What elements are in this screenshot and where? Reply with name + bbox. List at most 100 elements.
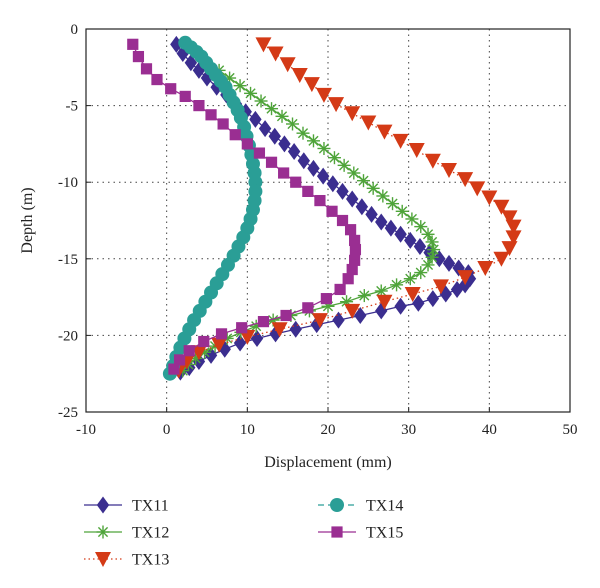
data-point-tx12 — [337, 158, 351, 172]
data-point-tx11 — [332, 311, 345, 329]
legend-marker — [96, 525, 110, 539]
data-point-tx15 — [127, 38, 139, 50]
data-point-tx13 — [271, 322, 288, 338]
data-point-tx13 — [432, 279, 449, 295]
data-point-tx11 — [249, 110, 262, 128]
data-point-tx11 — [233, 334, 247, 352]
data-point-tx11 — [355, 198, 369, 216]
data-point-tx15 — [253, 147, 266, 159]
x-tick-label: 40 — [482, 422, 497, 438]
data-point-tx13 — [279, 57, 296, 73]
data-point-tx15 — [314, 194, 326, 207]
data-point-tx13 — [344, 303, 361, 319]
series-tx13 — [170, 37, 522, 379]
data-point-tx15 — [349, 234, 361, 247]
data-point-tx11 — [365, 205, 378, 223]
data-point-tx12 — [265, 102, 279, 116]
data-point-tx13 — [315, 87, 332, 103]
legend-marker — [96, 496, 110, 514]
data-point-tx12 — [254, 94, 268, 108]
data-point-tx15 — [205, 109, 217, 121]
data-point-tx12 — [347, 166, 361, 180]
data-point-tx13 — [360, 115, 377, 131]
data-point-tx11 — [184, 54, 198, 72]
data-point-tx12 — [317, 141, 331, 155]
data-point-tx13 — [291, 67, 308, 83]
data-point-tx11 — [413, 238, 427, 256]
data-point-tx13 — [408, 143, 425, 159]
y-tick-label: 0 — [71, 22, 79, 38]
data-point-tx12 — [425, 235, 439, 249]
data-point-tx15 — [326, 205, 338, 217]
data-point-tx11 — [404, 231, 417, 249]
data-point-tx12 — [306, 134, 320, 148]
data-point-tx13 — [344, 106, 361, 122]
legend-label: TX15 — [366, 525, 403, 542]
data-point-tx15 — [320, 293, 332, 305]
data-point-tx13 — [457, 270, 474, 286]
data-point-tx15 — [278, 167, 290, 179]
data-point-tx12 — [275, 109, 289, 123]
grid — [86, 29, 570, 412]
data-point-tx13 — [457, 172, 474, 188]
data-point-tx13 — [255, 37, 272, 53]
data-point-tx15 — [302, 185, 314, 197]
data-point-tx11 — [200, 69, 214, 87]
data-point-tx13 — [311, 313, 328, 329]
legend-marker — [330, 498, 344, 512]
data-point-tx12 — [405, 212, 419, 226]
data-point-tx11 — [250, 329, 264, 347]
data-point-tx13 — [211, 337, 228, 353]
data-point-tx15 — [183, 345, 195, 357]
data-point-tx12 — [357, 289, 371, 303]
data-point-tx12 — [425, 250, 439, 264]
data-point-tx13 — [190, 345, 207, 361]
data-point-tx13 — [493, 251, 510, 267]
x-tick-label: -10 — [76, 422, 96, 438]
data-point-tx15 — [236, 322, 248, 334]
x-axis-title: Displacement (mm) — [264, 454, 392, 471]
data-point-tx11 — [346, 190, 359, 208]
series-tx11 — [170, 35, 477, 381]
data-point-tx13 — [505, 219, 522, 235]
data-point-tx12 — [327, 151, 341, 165]
data-point-tx13 — [303, 77, 320, 93]
data-point-tx11 — [450, 280, 464, 298]
data-point-tx12 — [376, 189, 390, 203]
data-point-tx11 — [394, 225, 407, 243]
data-point-tx13 — [404, 287, 421, 303]
x-tick-label: 10 — [240, 422, 255, 438]
data-point-tx12 — [390, 278, 404, 292]
data-point-tx15 — [215, 328, 228, 340]
data-point-tx15 — [165, 83, 177, 95]
y-tick-label: -5 — [66, 99, 79, 115]
data-point-tx13 — [424, 153, 441, 169]
data-point-tx15 — [241, 138, 253, 150]
data-point-tx15 — [302, 302, 314, 314]
data-point-tx11 — [394, 297, 407, 315]
legend-marker — [331, 526, 343, 538]
data-point-tx11 — [316, 167, 330, 185]
legend-item-tx11: TX11 — [84, 496, 169, 515]
y-tick-label: -25 — [58, 405, 78, 421]
data-point-tx15 — [265, 156, 278, 168]
x-tick-label: 0 — [163, 422, 171, 438]
legend-label: TX12 — [132, 525, 169, 542]
legend-item-tx12: TX12 — [84, 525, 169, 542]
legend-marker — [95, 552, 111, 567]
data-point-tx12 — [427, 243, 441, 257]
ticks: -10 0 10 20 30 40 50 0 -5 -10 -15 -20 -25 — [58, 22, 578, 438]
data-point-tx15 — [342, 273, 354, 285]
data-point-tx12 — [414, 266, 428, 280]
data-point-tx13 — [505, 230, 522, 246]
data-point-tx15 — [349, 244, 362, 256]
data-point-tx11 — [287, 143, 301, 161]
data-point-tx11 — [433, 250, 446, 268]
data-point-tx12 — [403, 272, 417, 286]
data-point-tx15 — [290, 176, 302, 188]
data-point-tx13 — [501, 210, 518, 226]
data-point-tx12 — [395, 204, 409, 218]
y-tick-label: -10 — [58, 175, 78, 191]
